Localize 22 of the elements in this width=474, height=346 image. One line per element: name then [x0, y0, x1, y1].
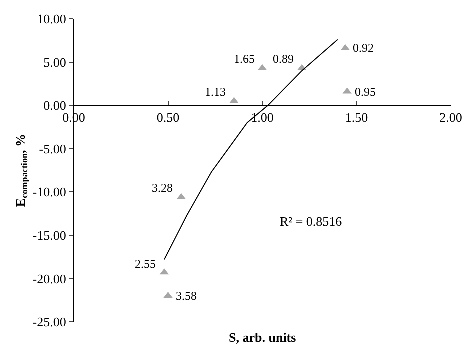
annotation: R² = 0.8516	[280, 214, 343, 229]
annotation: 1.65	[234, 52, 255, 66]
annotation: 2.55	[135, 257, 156, 271]
annotation: 0.92	[353, 41, 374, 55]
y-tick-label: 10.00	[37, 12, 66, 27]
y-tick-label: 0.00	[44, 98, 66, 114]
x-axis-title: S, arb. units	[229, 330, 296, 345]
annotation: 0.95	[355, 85, 376, 99]
y-tick-label: -5.00	[39, 141, 66, 156]
y-tick-label: -20.00	[32, 271, 66, 286]
annotation: 3.28	[152, 181, 173, 195]
x-tick-label: 1.00	[251, 110, 274, 126]
y-tick-label: -10.00	[32, 184, 66, 200]
x-tick-label: 2.00	[440, 110, 462, 126]
annotation: 0.89	[273, 52, 294, 66]
y-tick-label: -15.00	[32, 228, 66, 243]
x-tick-label: 1.50	[345, 110, 368, 126]
y-tick-label: 5.00	[44, 54, 66, 70]
x-tick-label: 0.50	[156, 110, 180, 126]
y-tick-label: -25.00	[32, 314, 66, 330]
annotation: 3.58	[176, 289, 197, 303]
annotation: 1.13	[205, 85, 226, 99]
